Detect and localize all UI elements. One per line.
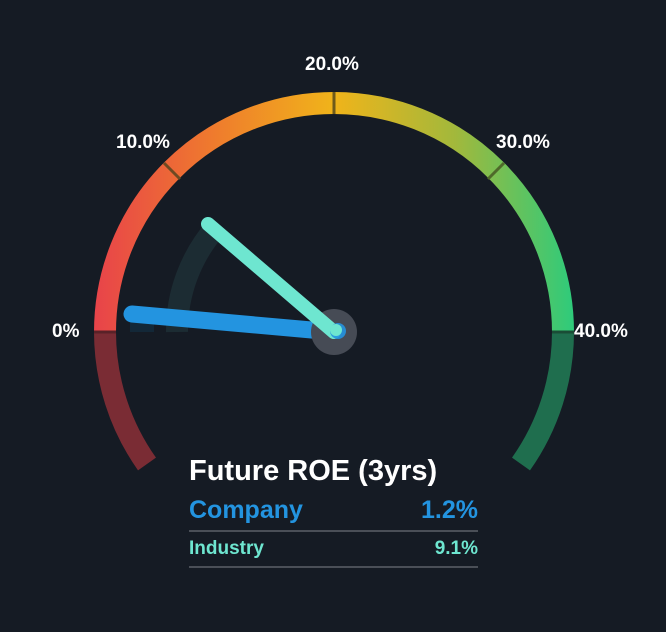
gauge-tick-marks <box>94 92 574 334</box>
needle-hub-tip <box>330 324 342 336</box>
tick-label-30: 30.0% <box>496 132 550 153</box>
tick-label-10: 10.0% <box>116 132 170 153</box>
tick-label-40: 40.0% <box>574 321 628 342</box>
company-needle <box>123 305 343 341</box>
gauge-lower-right-arc <box>511 331 574 471</box>
industry-value: 9.1% <box>434 538 478 559</box>
legend: Future ROE (3yrs) Company 1.2% Industry … <box>189 452 478 568</box>
chart-title: Future ROE (3yrs) <box>189 455 438 487</box>
legend-row-company: Company 1.2% <box>189 490 478 532</box>
tick-label-0: 0% <box>52 321 80 342</box>
company-value: 1.2% <box>421 495 478 524</box>
tick-label-20: 20.0% <box>305 54 359 75</box>
gauge-lower-left-arc <box>94 331 157 471</box>
company-label: Company <box>189 495 303 524</box>
industry-needle <box>201 217 341 339</box>
industry-label: Industry <box>189 538 264 559</box>
legend-row-industry: Industry 9.1% <box>189 532 478 568</box>
